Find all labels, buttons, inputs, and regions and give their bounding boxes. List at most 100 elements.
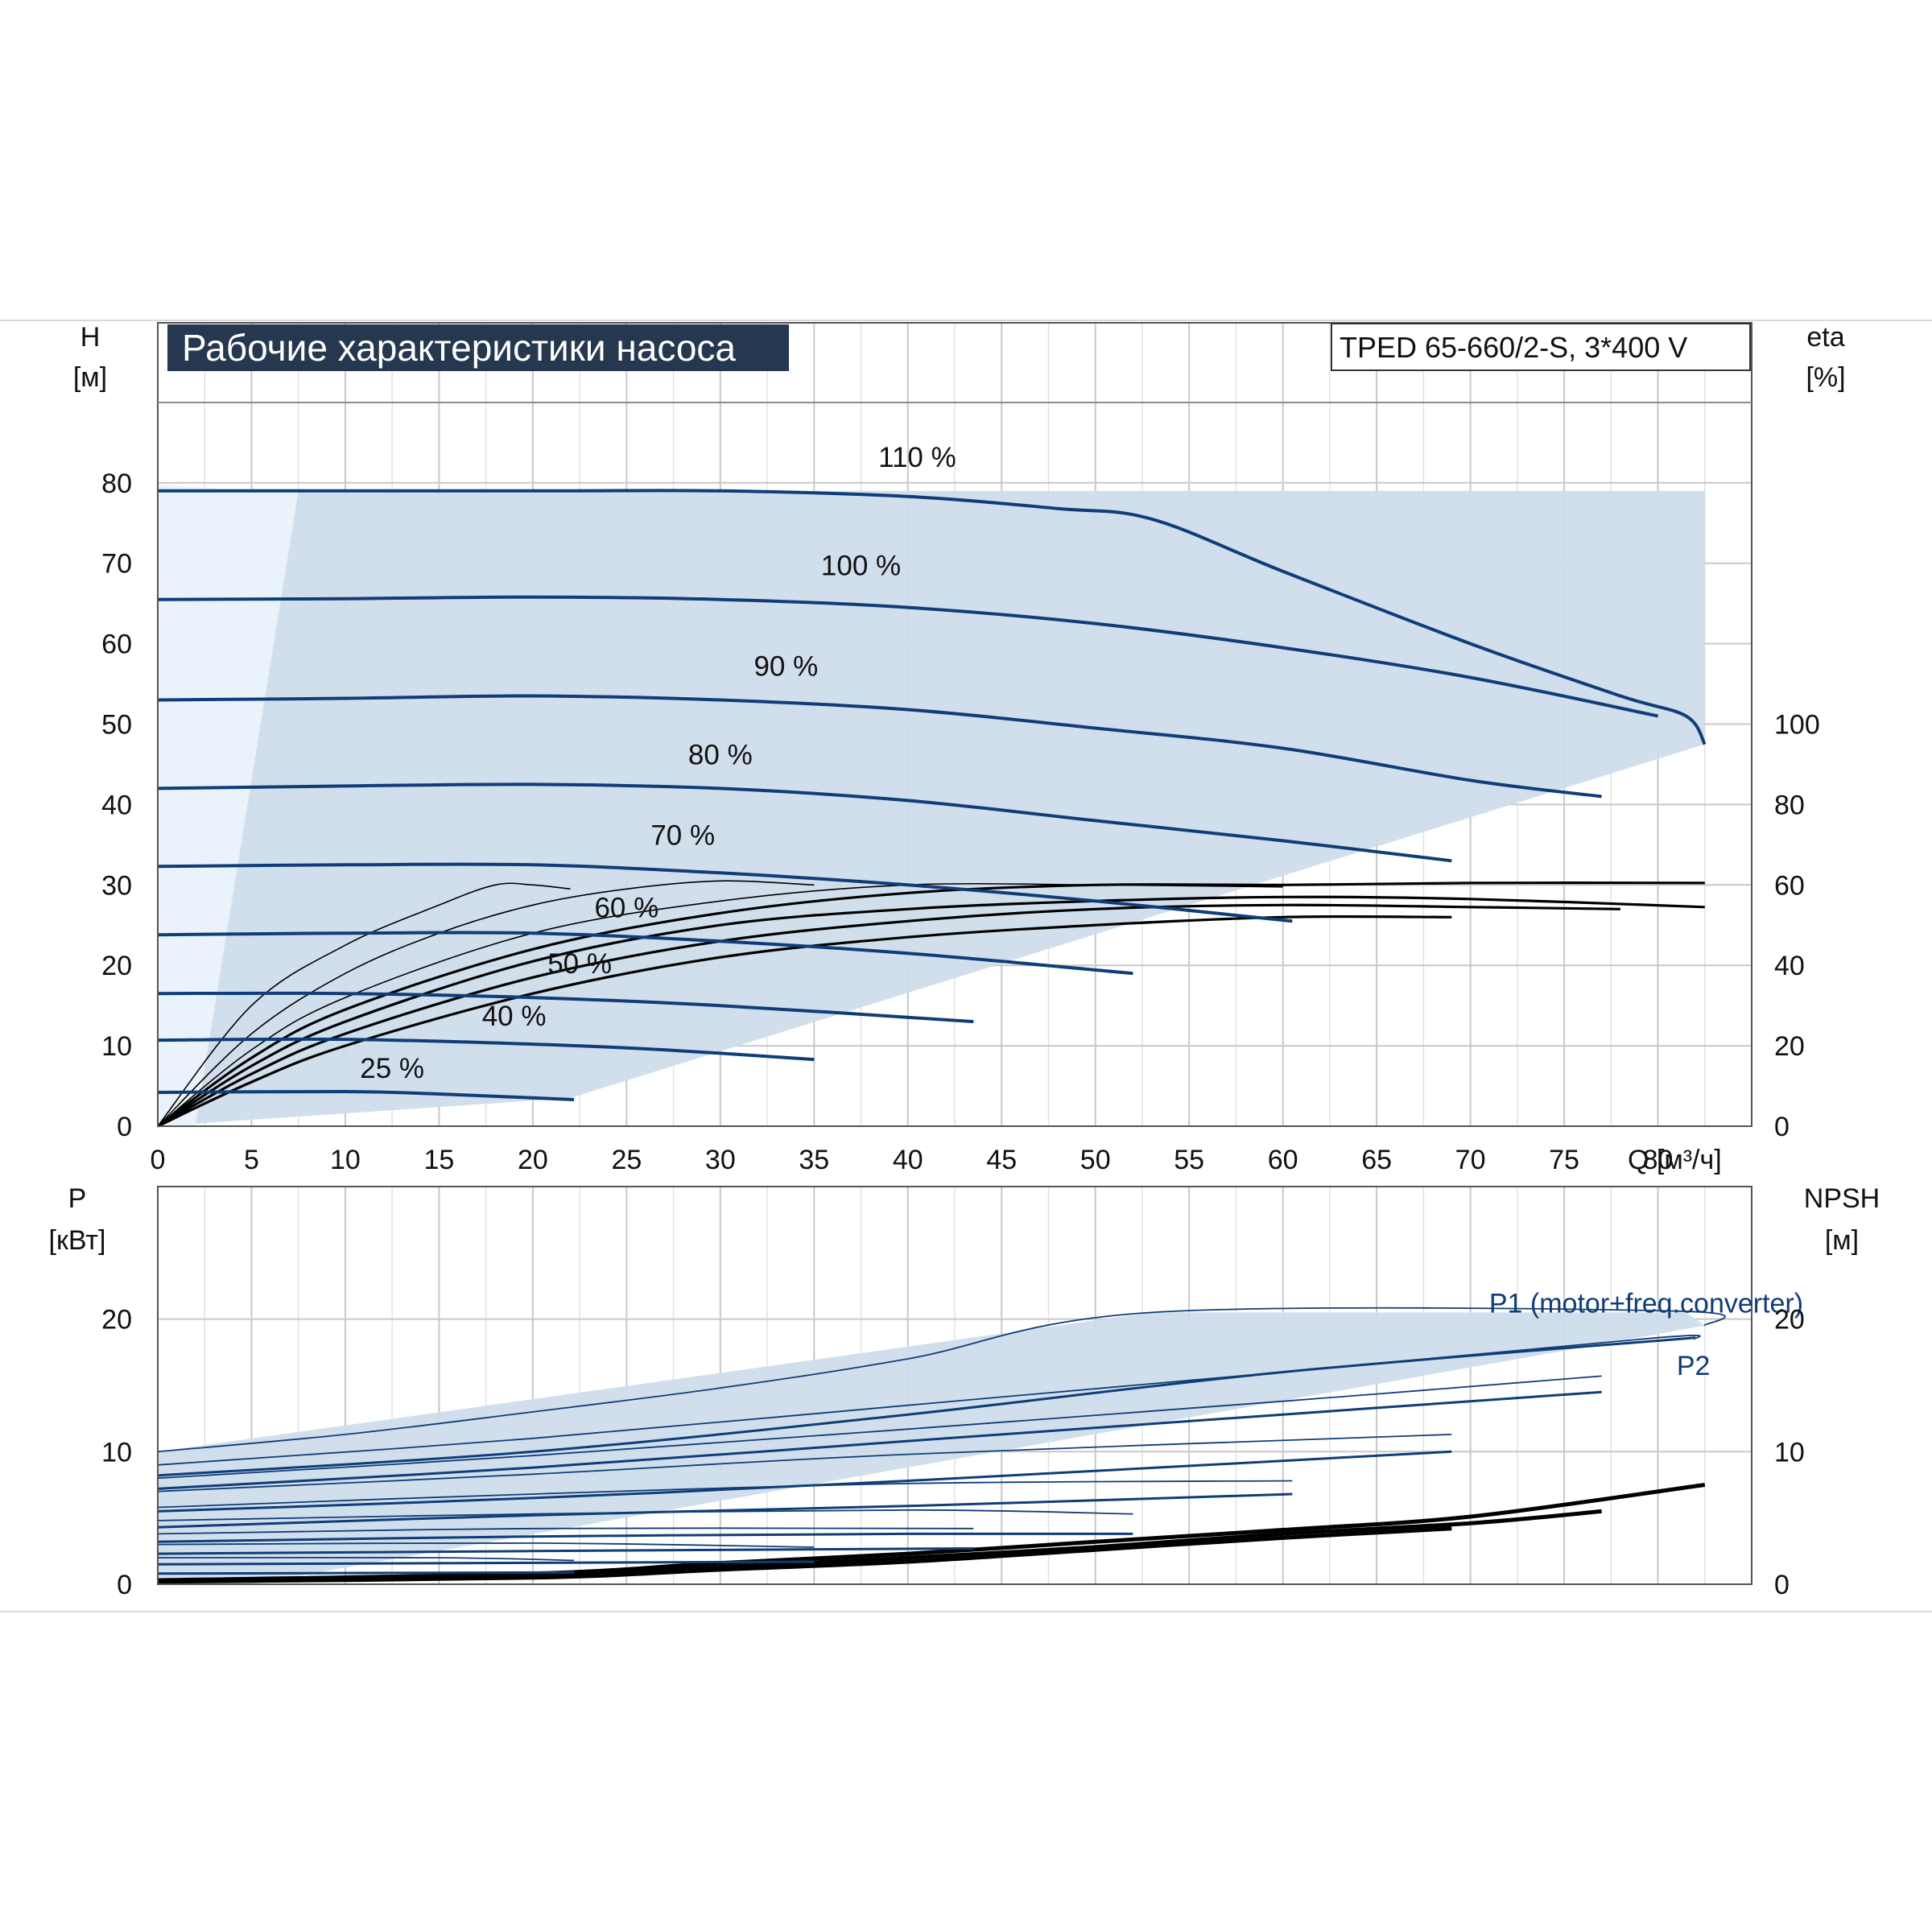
x-tick-label: 75 bbox=[1549, 1145, 1579, 1175]
x-tick-label: 0 bbox=[151, 1145, 166, 1175]
x-tick-label: 15 bbox=[423, 1145, 454, 1175]
y-right-tick-label: 40 bbox=[1774, 951, 1805, 981]
y-right-tick-labels: 0 20 40 60 80 100 bbox=[1774, 710, 1820, 1143]
x-tick-label: 5 bbox=[244, 1145, 259, 1175]
y-left-tick-label: 0 bbox=[117, 1112, 132, 1142]
min-flow-wedge bbox=[158, 490, 299, 1126]
y-right-tick-label: 0 bbox=[1774, 1112, 1790, 1142]
p1-curve bbox=[157, 1307, 1726, 1453]
eta-curve bbox=[157, 882, 571, 1127]
speed-label: 90 % bbox=[753, 651, 818, 683]
x-tick-label: 65 bbox=[1361, 1145, 1392, 1175]
head-operating-envelope bbox=[158, 485, 1705, 1126]
y-right-tick-label: 100 bbox=[1774, 710, 1820, 741]
speed-label: 40 % bbox=[482, 1001, 547, 1032]
head-curve bbox=[157, 595, 1658, 718]
p2-curve bbox=[157, 1390, 1602, 1490]
power-operating-envelope bbox=[158, 1312, 1705, 1584]
p1-curve bbox=[157, 1509, 1133, 1521]
power-npsh-panel: P1 (motor+freq.converter) P2 P [кВт] NPS… bbox=[49, 1183, 1880, 1600]
speed-label: 70 % bbox=[650, 819, 715, 851]
power-tick-label: 10 bbox=[101, 1437, 132, 1468]
npsh-tick-label: 20 bbox=[1774, 1305, 1805, 1335]
y-left-tick-label: 20 bbox=[101, 951, 132, 981]
x-tick-label: 45 bbox=[986, 1145, 1017, 1175]
y-left-tick-label: 40 bbox=[101, 790, 132, 820]
speed-label: 50 % bbox=[547, 948, 612, 980]
y-left-tick-label: 60 bbox=[101, 630, 132, 660]
eta-curve bbox=[157, 895, 1705, 1128]
head-curve bbox=[157, 1089, 575, 1101]
p1-curve-label: P1 (motor+freq.converter) bbox=[1489, 1288, 1803, 1319]
x-tick-label: 40 bbox=[893, 1145, 923, 1175]
y-right-axis-unit: [%] bbox=[1806, 362, 1845, 393]
p2-curve bbox=[157, 1450, 1452, 1513]
p1-curve bbox=[157, 1542, 815, 1548]
power-tick-label: 0 bbox=[117, 1570, 132, 1600]
x-tick-label: 20 bbox=[518, 1145, 548, 1175]
y-left-tick-label: 80 bbox=[101, 469, 132, 499]
eta-curve bbox=[157, 880, 815, 1127]
p1-curve bbox=[157, 1480, 1293, 1509]
y-right-tick-label: 80 bbox=[1774, 790, 1805, 820]
y-left-tick-label: 50 bbox=[101, 710, 132, 741]
power-axis-title: P bbox=[68, 1183, 87, 1214]
p1-curve bbox=[157, 1335, 1701, 1466]
x-tick-label: 60 bbox=[1268, 1145, 1298, 1175]
p1-curve bbox=[157, 1434, 1452, 1492]
npsh-curve bbox=[157, 1526, 1452, 1584]
p2-curve bbox=[157, 1532, 1133, 1543]
head-plot-frame bbox=[157, 322, 1752, 1127]
p2-curve bbox=[157, 1492, 1293, 1529]
p1-curve bbox=[157, 1375, 1602, 1480]
chart-title: Рабочие характеристики насоса bbox=[182, 327, 736, 369]
y-right-axis-title: eta bbox=[1806, 322, 1844, 353]
y-left-tick-label: 30 bbox=[101, 870, 132, 901]
speed-label: 60 % bbox=[594, 892, 658, 923]
eta-curve bbox=[157, 914, 1452, 1128]
head-curve bbox=[157, 694, 1602, 799]
p2-curve bbox=[157, 1560, 815, 1566]
y-right-tick-label: 20 bbox=[1774, 1031, 1805, 1062]
y-left-tick-labels: 0 10 20 30 40 50 60 70 80 bbox=[101, 469, 132, 1142]
x-tick-label: 70 bbox=[1455, 1145, 1486, 1175]
power-plot-frame bbox=[157, 1186, 1752, 1585]
npsh-axis-unit: [м] bbox=[1825, 1225, 1859, 1256]
head-curve bbox=[157, 862, 1293, 923]
p1-curve bbox=[157, 1556, 575, 1562]
x-tick-label: 35 bbox=[799, 1145, 829, 1175]
speed-label: 80 % bbox=[688, 739, 753, 770]
y-left-axis-title: H bbox=[80, 322, 101, 353]
envelope-area bbox=[158, 490, 1705, 1126]
p2-curves bbox=[157, 1336, 1696, 1575]
npsh-tick-labels: 0 10 20 bbox=[1774, 1305, 1805, 1600]
eta-curve bbox=[157, 881, 1705, 1128]
p2-curve bbox=[157, 1571, 575, 1575]
x-axis-title: Q [м³/ч] bbox=[1628, 1145, 1722, 1175]
chart-title-box bbox=[167, 324, 789, 371]
npsh-tick-label: 10 bbox=[1774, 1437, 1805, 1468]
head-curve bbox=[158, 489, 1707, 745]
npsh-axis-title: NPSH bbox=[1804, 1183, 1880, 1214]
y-left-tick-label: 10 bbox=[101, 1031, 132, 1062]
x-tick-label: 55 bbox=[1174, 1145, 1204, 1175]
speed-label: 110 % bbox=[878, 442, 956, 473]
npsh-curves bbox=[157, 1483, 1706, 1584]
x-tick-label: 10 bbox=[330, 1145, 361, 1175]
p1-curves bbox=[157, 1307, 1726, 1562]
model-label-box bbox=[1331, 323, 1751, 371]
y-left-tick-label: 70 bbox=[101, 549, 132, 580]
speed-labels: 110 % 100 % 90 % 80 % 70 % 60 % 50 %40 % 25 % bbox=[360, 442, 956, 1084]
head-curves bbox=[157, 489, 1707, 1101]
npsh-curve bbox=[157, 1483, 1706, 1583]
y-left-axis-unit: [м] bbox=[73, 362, 107, 393]
head-curve bbox=[157, 931, 1133, 976]
x-tick-label: 80 bbox=[1643, 1145, 1674, 1175]
p2-curve-label: P2 bbox=[1677, 1351, 1711, 1381]
x-tick-label: 50 bbox=[1080, 1145, 1111, 1175]
envelope-area bbox=[158, 1312, 1705, 1584]
head-curve bbox=[157, 1037, 815, 1062]
npsh-tick-label: 0 bbox=[1774, 1570, 1790, 1600]
p1-curve bbox=[157, 1527, 974, 1535]
